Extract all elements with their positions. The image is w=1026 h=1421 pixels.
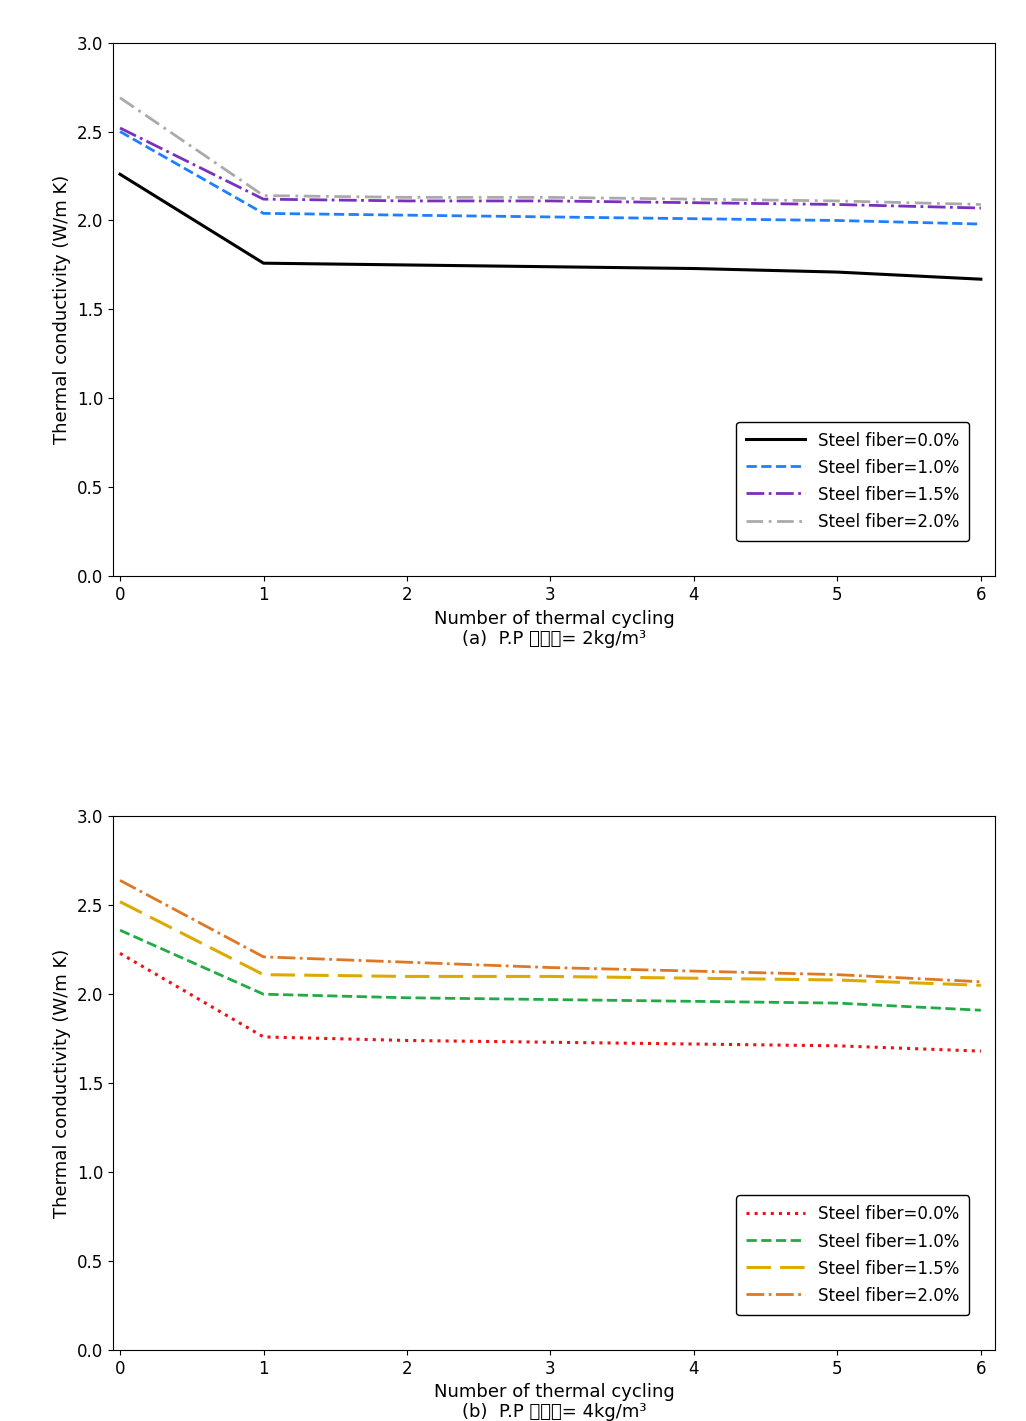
Text: (a)  P.P 섬유량= 2kg/m³: (a) P.P 섬유량= 2kg/m³: [462, 630, 646, 648]
Steel fiber=2.0%: [831, 966, 843, 983]
Steel fiber=2.0%: [975, 973, 987, 990]
Steel fiber=1.5%: [545, 968, 557, 985]
Steel fiber=0.0%: [114, 945, 126, 962]
Steel fiber=2.0%: [975, 196, 987, 213]
Steel fiber=0.0%: [831, 263, 843, 280]
Steel fiber=1.0%: [545, 990, 557, 1007]
Legend: Steel fiber=0.0%, Steel fiber=1.0%, Steel fiber=1.5%, Steel fiber=2.0%: Steel fiber=0.0%, Steel fiber=1.0%, Stee…: [737, 1195, 970, 1314]
Steel fiber=0.0%: [401, 256, 413, 273]
Steel fiber=1.5%: [975, 199, 987, 216]
Steel fiber=0.0%: [258, 1029, 270, 1046]
Steel fiber=2.0%: [545, 189, 557, 206]
Steel fiber=1.0%: [258, 205, 270, 222]
Steel fiber=0.0%: [831, 1037, 843, 1054]
Steel fiber=1.5%: [114, 894, 126, 911]
Line: Steel fiber=0.0%: Steel fiber=0.0%: [120, 175, 981, 279]
Steel fiber=2.0%: [545, 959, 557, 976]
Steel fiber=2.0%: [114, 872, 126, 890]
Line: Steel fiber=1.5%: Steel fiber=1.5%: [120, 902, 981, 985]
Steel fiber=2.0%: [258, 948, 270, 965]
Steel fiber=1.0%: [975, 216, 987, 233]
Steel fiber=1.5%: [401, 968, 413, 985]
Steel fiber=1.5%: [258, 190, 270, 207]
Steel fiber=1.0%: [114, 124, 126, 141]
Steel fiber=1.0%: [114, 922, 126, 939]
Steel fiber=1.0%: [687, 210, 700, 227]
Steel fiber=1.5%: [401, 192, 413, 209]
Steel fiber=0.0%: [975, 270, 987, 287]
X-axis label: Number of thermal cycling: Number of thermal cycling: [434, 1383, 674, 1401]
Steel fiber=0.0%: [401, 1032, 413, 1049]
Steel fiber=1.0%: [975, 1002, 987, 1019]
Steel fiber=2.0%: [401, 953, 413, 971]
Steel fiber=0.0%: [975, 1043, 987, 1060]
Steel fiber=2.0%: [687, 190, 700, 207]
Steel fiber=1.0%: [258, 986, 270, 1003]
Steel fiber=2.0%: [687, 962, 700, 979]
Steel fiber=1.0%: [401, 989, 413, 1006]
Steel fiber=0.0%: [114, 166, 126, 183]
Line: Steel fiber=1.0%: Steel fiber=1.0%: [120, 931, 981, 1010]
Steel fiber=0.0%: [687, 260, 700, 277]
Y-axis label: Thermal conductivity (W/m K): Thermal conductivity (W/m K): [53, 175, 71, 443]
Steel fiber=2.0%: [258, 188, 270, 205]
Line: Steel fiber=0.0%: Steel fiber=0.0%: [120, 953, 981, 1052]
Steel fiber=1.0%: [831, 995, 843, 1012]
Steel fiber=1.5%: [114, 119, 126, 136]
Text: (b)  P.P 섬유량= 4kg/m³: (b) P.P 섬유량= 4kg/m³: [462, 1404, 646, 1421]
Line: Steel fiber=2.0%: Steel fiber=2.0%: [120, 98, 981, 205]
Steel fiber=0.0%: [687, 1036, 700, 1053]
Steel fiber=2.0%: [401, 189, 413, 206]
Steel fiber=0.0%: [545, 259, 557, 276]
X-axis label: Number of thermal cycling: Number of thermal cycling: [434, 610, 674, 628]
Steel fiber=0.0%: [258, 254, 270, 271]
Steel fiber=1.5%: [975, 976, 987, 993]
Steel fiber=1.0%: [401, 206, 413, 223]
Steel fiber=1.5%: [687, 195, 700, 212]
Steel fiber=2.0%: [114, 90, 126, 107]
Steel fiber=1.5%: [687, 969, 700, 986]
Steel fiber=1.0%: [545, 209, 557, 226]
Steel fiber=1.0%: [687, 993, 700, 1010]
Steel fiber=0.0%: [545, 1033, 557, 1050]
Line: Steel fiber=1.0%: Steel fiber=1.0%: [120, 132, 981, 225]
Legend: Steel fiber=0.0%, Steel fiber=1.0%, Steel fiber=1.5%, Steel fiber=2.0%: Steel fiber=0.0%, Steel fiber=1.0%, Stee…: [737, 422, 970, 541]
Y-axis label: Thermal conductivity (W/m K): Thermal conductivity (W/m K): [53, 949, 71, 1218]
Steel fiber=1.5%: [831, 972, 843, 989]
Steel fiber=1.0%: [831, 212, 843, 229]
Steel fiber=1.5%: [545, 192, 557, 209]
Steel fiber=2.0%: [831, 192, 843, 209]
Steel fiber=1.5%: [831, 196, 843, 213]
Steel fiber=1.5%: [258, 966, 270, 983]
Line: Steel fiber=1.5%: Steel fiber=1.5%: [120, 128, 981, 207]
Line: Steel fiber=2.0%: Steel fiber=2.0%: [120, 881, 981, 982]
